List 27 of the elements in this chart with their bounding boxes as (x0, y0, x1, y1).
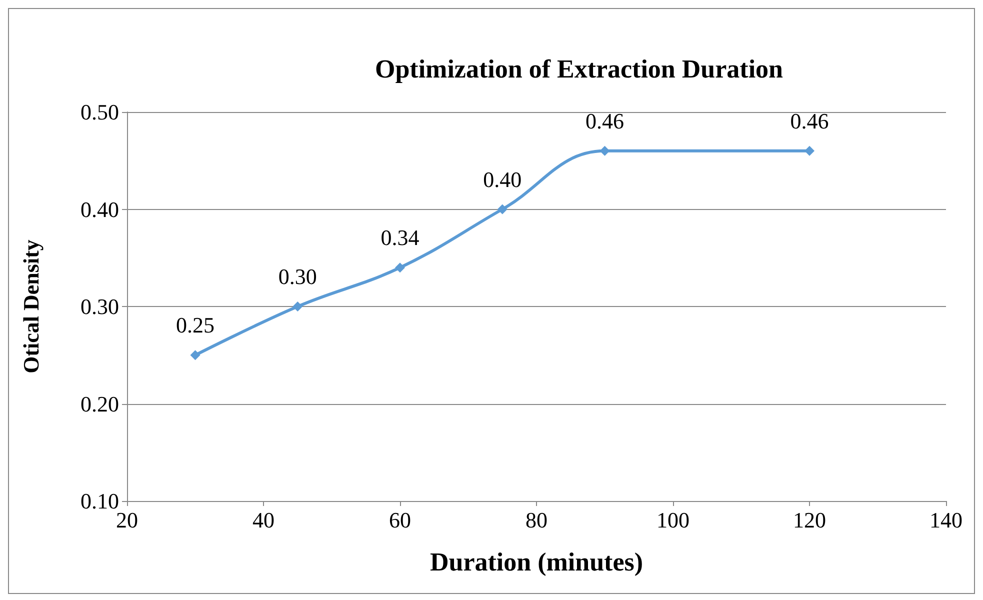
data-label: 0.25 (176, 312, 214, 338)
data-label: 0.46 (586, 108, 624, 134)
data-label: 0.30 (278, 264, 317, 289)
x-tick-label: 20 (116, 508, 138, 532)
y-tick-label: 0.30 (80, 294, 119, 319)
point (804, 146, 814, 156)
x-axis-title: Duration (minutes) (430, 548, 644, 576)
y-axis-title: Otical Density (18, 240, 44, 374)
chart-title: Optimization of Extraction Duration (374, 54, 784, 84)
x-tick-label: 120 (793, 508, 826, 532)
point (600, 146, 610, 156)
x-tick-label: 40 (252, 508, 274, 532)
y-tick-label: 0.40 (80, 196, 119, 222)
x-tick-label: 140 (930, 508, 962, 532)
y-tick-label: 0.10 (80, 488, 119, 514)
data-label: 0.34 (380, 225, 420, 250)
point (497, 204, 508, 214)
x-tick-label: 60 (389, 508, 411, 532)
data-label: 0.40 (483, 166, 522, 192)
x-tick-label: 80 (526, 508, 548, 532)
data-label: 0.46 (790, 108, 829, 134)
point (190, 350, 200, 360)
point (292, 302, 303, 312)
y-tick-label: 0.50 (80, 100, 119, 124)
point (395, 262, 405, 273)
y-tick-label: 0.20 (80, 391, 119, 416)
x-tick-label: 100 (656, 508, 690, 532)
